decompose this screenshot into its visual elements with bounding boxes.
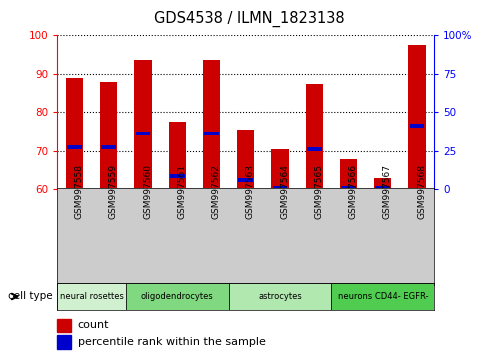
Text: count: count [78,320,109,330]
Bar [229,283,331,310]
Bar [169,122,186,189]
Bar [273,185,287,189]
Bar [340,159,357,189]
Bar [306,84,323,189]
Bar [66,78,83,189]
Bar [57,319,71,332]
Bar [271,149,288,189]
Text: GSM997561: GSM997561 [177,164,186,219]
Text: neural rosettes: neural rosettes [60,292,124,301]
Bar [67,145,82,149]
Bar [331,283,434,310]
Bar [410,124,424,128]
Bar [134,61,152,189]
Text: oligodendrocytes: oligodendrocytes [141,292,214,301]
Text: GDS4538 / ILMN_1823138: GDS4538 / ILMN_1823138 [154,11,345,27]
Text: GSM997566: GSM997566 [348,164,357,219]
Bar [307,147,321,151]
Text: neurons CD44- EGFR-: neurons CD44- EGFR- [337,292,428,301]
Bar [100,81,117,189]
Bar [237,130,254,189]
Text: GSM997567: GSM997567 [383,164,392,219]
Text: GSM997563: GSM997563 [246,164,255,219]
Bar [101,145,116,149]
Bar [239,178,253,182]
Bar [341,185,356,189]
Text: GSM997562: GSM997562 [212,164,221,219]
Text: astrocytes: astrocytes [258,292,302,301]
Text: GSM997564: GSM997564 [280,164,289,219]
Text: GSM997558: GSM997558 [74,164,83,219]
Bar [136,132,150,136]
Bar [409,45,426,189]
Text: cell type: cell type [8,291,52,302]
Bar [126,283,229,310]
Bar [374,178,391,189]
Bar [375,185,390,189]
Bar [204,132,219,136]
Bar [57,335,71,349]
Text: GSM997559: GSM997559 [109,164,118,219]
Text: percentile rank within the sample: percentile rank within the sample [78,337,265,347]
Bar [203,61,220,189]
Text: GSM997565: GSM997565 [314,164,323,219]
Bar [57,283,126,310]
Text: GSM997568: GSM997568 [417,164,426,219]
Bar [170,174,185,178]
Text: GSM997560: GSM997560 [143,164,152,219]
